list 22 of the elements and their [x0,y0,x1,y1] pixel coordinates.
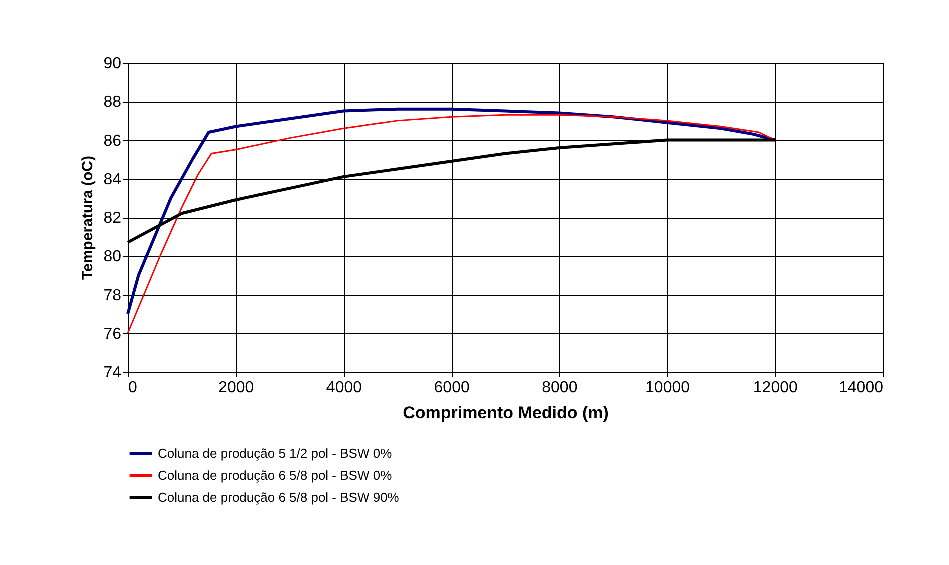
y-tick-label: 82 [104,210,122,227]
x-tick-label: 12000 [753,380,798,396]
y-tick-label: 74 [104,364,122,382]
x-axis-title: Comprimento Medido (m) [403,404,609,422]
y-tick-label: 78 [104,287,122,304]
y-tick-label: 90 [104,56,122,72]
x-tick-label: 10000 [646,380,690,396]
x-tick-label: 6000 [434,380,470,396]
y-tick-label: 76 [104,326,122,343]
y-tick-label: 80 [104,248,122,266]
y-axis-title: Temperatura (oC) [80,156,97,280]
x-tick-label: 14000 [839,380,884,396]
x-tick-label: 8000 [542,380,578,396]
x-tick-label: 4000 [326,380,362,396]
y-tick-label: 86 [104,132,122,150]
x-tick-label: 2000 [218,380,254,396]
legend-label: Coluna de produção 5 1/2 pol - BSW 0% [158,446,393,461]
legend-label: Coluna de produção 6 5/8 pol - BSW 0% [158,468,393,483]
x-tick-label: 0 [128,380,138,396]
legend-label: Coluna de produção 6 5/8 pol - BSW 90% [158,490,400,505]
y-tick-label: 88 [104,94,122,112]
y-tick-label: 84 [104,171,122,188]
